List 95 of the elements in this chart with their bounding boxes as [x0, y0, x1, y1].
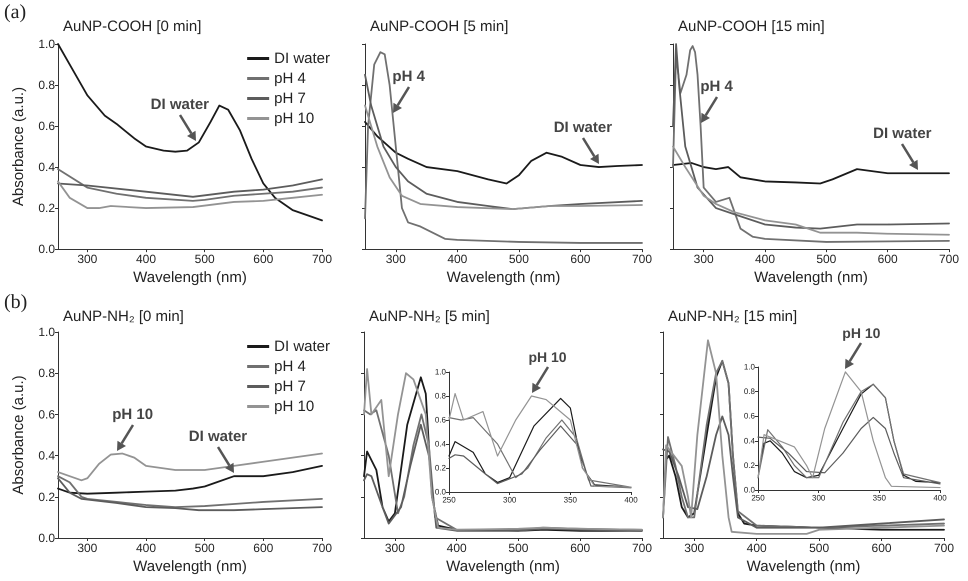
- y-tick-label: 0.6: [38, 407, 56, 422]
- annotation: pH 4: [699, 78, 734, 96]
- x-tick-label: 400: [446, 541, 467, 555]
- y-tick-label: 0.0: [744, 486, 756, 494]
- y-tick-label: 0.0: [38, 242, 56, 256]
- chart-title: AuNP-COOH [0 min]: [63, 18, 202, 35]
- x-tick-label: 700: [312, 541, 332, 555]
- y-tick-label: 0.8: [38, 78, 56, 92]
- x-tick-label: 300: [502, 496, 517, 504]
- x-tick-label: 400: [136, 541, 156, 555]
- x-axis-title: Wavelength (nm): [446, 269, 560, 286]
- chart-title: AuNP-NH₂ [5 min]: [369, 308, 490, 325]
- annotation: DI water: [872, 125, 932, 142]
- legend-label: pH 10: [274, 110, 314, 127]
- x-tick-label: 700: [312, 252, 332, 266]
- annotation: pH 4: [391, 68, 426, 85]
- chart-title: AuNP-COOH [15 min]: [678, 18, 825, 35]
- x-tick-label: 600: [872, 541, 892, 555]
- annotation: DI water: [552, 119, 614, 136]
- y-tick-label: 0.4: [38, 160, 56, 174]
- x-tick-label: 400: [754, 252, 776, 266]
- y-tick-label: 0.8: [38, 366, 56, 380]
- y-tick-label: 0.6: [38, 119, 56, 134]
- x-tick-label: 400: [136, 252, 156, 266]
- legend-label: DI water: [274, 338, 330, 355]
- chart-title: AuNP-COOH [5 min]: [370, 18, 508, 35]
- x-axis-title: Wavelength (nm): [133, 269, 247, 286]
- y-tick-label: 0.2: [744, 460, 756, 470]
- x-tick-label: 300: [77, 541, 98, 555]
- y-tick-label: 0.4: [434, 440, 447, 448]
- x-tick-label: 500: [816, 252, 837, 266]
- y-axis-title: Absorbance (a.u.): [10, 375, 27, 495]
- x-tick-label: 400: [447, 252, 468, 266]
- legend-label: pH 4: [274, 70, 306, 87]
- y-tick-label: 0.6: [744, 412, 756, 421]
- legend-label: pH 10: [274, 398, 314, 415]
- x-tick-label: 300: [77, 252, 98, 266]
- x-tick-label: 250: [442, 496, 456, 504]
- x-tick-label: 400: [624, 496, 638, 504]
- text: (a): [4, 1, 26, 23]
- x-tick-label: 500: [508, 541, 529, 555]
- text: (b): [4, 291, 28, 313]
- x-tick-label: 300: [386, 252, 406, 266]
- x-tick-label: 600: [253, 252, 274, 266]
- y-tick-label: 0.0: [434, 488, 447, 496]
- chart-title: AuNP-NH₂ [15 min]: [668, 308, 798, 325]
- legend-label: pH 7: [274, 378, 306, 395]
- x-tick-label: 500: [508, 252, 530, 266]
- y-tick-label: 1.0: [744, 362, 756, 372]
- x-axis-title: Wavelength (nm): [133, 558, 247, 575]
- x-axis-title: Wavelength (nm): [754, 269, 868, 286]
- x-tick-label: 500: [194, 252, 215, 266]
- y-tick-label: 1.0: [38, 37, 56, 51]
- legend-label: pH 4: [274, 358, 306, 375]
- y-tick-label: 0.6: [434, 416, 447, 424]
- y-tick-label: 0.4: [38, 448, 56, 463]
- x-tick-label: 500: [194, 541, 215, 555]
- annotation: pH 10: [841, 324, 882, 342]
- y-axis-title: Absorbance (a.u.): [10, 86, 27, 206]
- y-tick-label: 0.2: [38, 490, 56, 504]
- x-tick-label: 350: [872, 494, 887, 502]
- annotation: pH 10: [527, 349, 568, 366]
- x-tick-label: 300: [694, 252, 714, 266]
- chart-title: AuNP-NH₂ [0 min]: [63, 308, 184, 325]
- annotation: DI water: [188, 428, 248, 446]
- y-tick-label: 0.4: [744, 436, 756, 446]
- legend-label: pH 7: [274, 90, 306, 107]
- x-tick-label: 700: [934, 541, 954, 555]
- y-tick-label: 1.0: [38, 325, 56, 339]
- annotation: DI water: [150, 96, 210, 114]
- annotation: pH 10: [111, 406, 154, 423]
- x-tick-label: 350: [564, 496, 578, 504]
- x-tick-label: 300: [684, 541, 705, 555]
- y-tick-label: 0.2: [434, 464, 447, 472]
- x-tick-label: 300: [384, 541, 406, 555]
- y-tick-label: 0.8: [744, 387, 756, 396]
- x-axis-title: Wavelength (nm): [746, 558, 860, 575]
- x-tick-label: 700: [632, 252, 652, 266]
- x-tick-label: 700: [938, 252, 960, 266]
- x-tick-label: 600: [570, 252, 591, 266]
- y-tick-label: 1.0: [434, 368, 447, 376]
- y-tick-label: 0.8: [434, 392, 447, 400]
- legend-label: DI water: [274, 50, 330, 67]
- x-tick-label: 250: [751, 494, 766, 502]
- x-tick-label: 400: [746, 541, 767, 555]
- x-tick-label: 500: [809, 541, 830, 555]
- x-tick-label: 600: [253, 541, 274, 555]
- x-axis-title: Wavelength (nm): [446, 558, 560, 575]
- y-tick-label: 0.0: [38, 531, 56, 545]
- x-tick-label: 700: [632, 541, 652, 555]
- x-tick-label: 600: [878, 252, 898, 266]
- x-tick-label: 300: [812, 494, 826, 502]
- y-tick-label: 0.2: [38, 201, 56, 216]
- x-tick-label: 600: [570, 541, 591, 555]
- x-tick-label: 400: [933, 494, 948, 502]
